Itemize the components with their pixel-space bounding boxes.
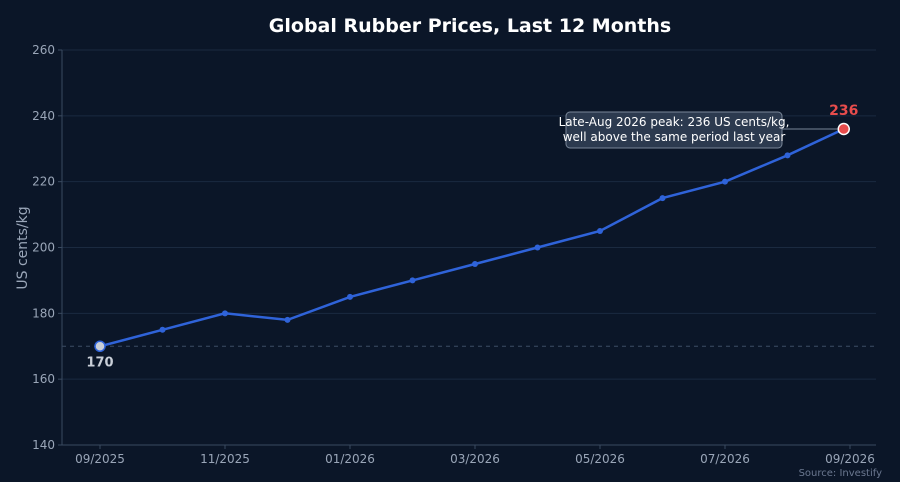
peak-annotation: Late-Aug 2026 peak: 236 US cents/kg, wel… — [559, 111, 790, 149]
data-point — [472, 260, 478, 267]
x-tick-label: 11/2025 — [200, 452, 250, 466]
data-point — [284, 316, 291, 323]
data-point — [784, 152, 791, 159]
grid-lines — [62, 49, 876, 380]
data-point — [722, 178, 728, 185]
x-tick-label: 09/2025 — [75, 452, 125, 466]
x-tick-label: 05/2026 — [575, 452, 625, 466]
y-axis-ticks: 140 160 180 200 220 240 260 — [32, 43, 62, 452]
x-tick-label: 03/2026 — [450, 452, 500, 466]
annotation-box — [565, 111, 783, 149]
y-tick-label: 220 — [32, 175, 55, 189]
data-points — [94, 122, 850, 352]
data-point — [159, 326, 166, 333]
start-value-label: 170 — [86, 355, 113, 370]
data-point — [597, 228, 603, 235]
peak-point — [837, 122, 850, 136]
y-tick-label: 140 — [32, 438, 55, 452]
y-axis-label: US cents/kg — [15, 206, 31, 289]
data-point — [659, 195, 666, 202]
x-tick-label: 09/2026 — [825, 452, 875, 466]
y-tick-label: 260 — [32, 43, 55, 57]
annotation-line-2: well above the same period last year — [563, 130, 786, 144]
x-tick-label: 07/2026 — [700, 452, 750, 466]
data-point — [409, 277, 416, 284]
x-tick-label: 01/2026 — [325, 452, 375, 466]
x-axis-ticks: 09/2025 11/2025 01/2026 03/2026 05/2026 07/20… — [75, 445, 875, 466]
chart-title: Global Rubber Prices, Last 12 Months — [269, 15, 671, 37]
y-tick-label: 240 — [32, 109, 55, 123]
data-point — [534, 244, 541, 251]
y-tick-label: 180 — [32, 306, 55, 320]
data-point — [347, 293, 353, 300]
end-value-label: 236 — [829, 103, 858, 119]
source-note: Source: Investify — [799, 468, 883, 479]
data-point — [222, 310, 228, 317]
start-point — [94, 340, 106, 352]
y-tick-label: 200 — [32, 241, 55, 255]
y-tick-label: 160 — [32, 372, 55, 386]
annotation-line-1: Late-Aug 2026 peak: 236 US cents/kg, — [559, 115, 790, 129]
